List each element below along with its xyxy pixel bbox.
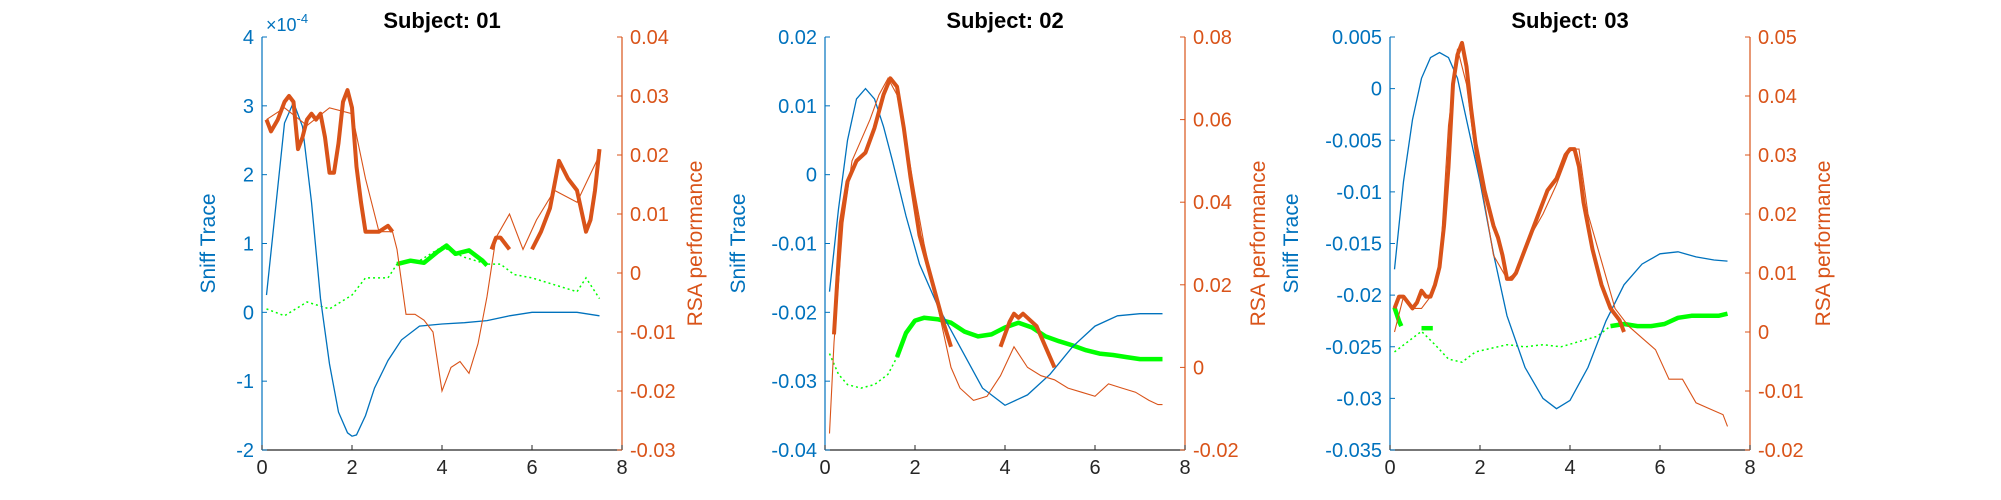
left-tick-label: -0.005 — [1325, 130, 1382, 152]
green-significant-segment — [396, 243, 489, 268]
right-tick-label: 0.04 — [1193, 192, 1232, 214]
axis-exponent-base: ×10 — [266, 15, 297, 35]
green-significant-segment — [894, 315, 1163, 362]
right-tick-label: 0.01 — [630, 204, 669, 226]
left-tick-label: -0.01 — [1336, 182, 1382, 204]
right-tick-label: 0 — [1193, 357, 1204, 379]
subplot-3: Subject: 03 0 2 4 6 8 -0.035 -0.03 -0.025 -0.02 -0… — [1280, 8, 1835, 479]
x-tick-label: 8 — [616, 457, 627, 479]
x-tick-label: 6 — [1654, 457, 1665, 479]
left-tick-label: -0.03 — [1336, 388, 1382, 410]
right-tick-label: -0.03 — [630, 440, 676, 462]
right-tick-label: 0.05 — [1758, 27, 1797, 49]
right-tick-label: 0.06 — [1193, 110, 1232, 132]
left-axis-label: Sniff Trace — [727, 194, 750, 294]
left-axis-label: Sniff Trace — [197, 194, 220, 294]
left-tick-label: 0.02 — [778, 27, 817, 49]
right-tick-label: -0.01 — [630, 322, 676, 344]
axis-exponent-label: ×10-4 — [266, 11, 308, 35]
x-tick-label: 6 — [1089, 457, 1100, 479]
subplot-1: Subject: 01 0 2 4 6 8 -2 -1 0 1 2 3 4 -0.03 -0.02 -0.01… — [197, 8, 707, 479]
left-tick-label: -1 — [236, 371, 254, 393]
right-tick-label: 0 — [630, 263, 641, 285]
left-tick-label: -0.01 — [771, 234, 817, 256]
left-tick-label: 1 — [243, 234, 254, 256]
axis-exponent-power: -4 — [297, 11, 309, 26]
right-axis-label: RSA performance — [1247, 161, 1270, 327]
left-tick-label: -0.025 — [1325, 337, 1382, 359]
left-axis-label: Sniff Trace — [1280, 194, 1303, 294]
x-tick-label: 4 — [999, 457, 1010, 479]
x-tick-label: 4 — [436, 457, 447, 479]
right-tick-label: 0.02 — [630, 145, 669, 167]
green-dotted-line — [1394, 325, 1611, 364]
left-tick-label: 0 — [1371, 79, 1382, 101]
subplot-title: Subject: 01 — [383, 8, 500, 33]
right-axis-label: RSA performance — [1812, 161, 1835, 327]
rsa-significant-segment — [264, 88, 395, 234]
right-tick-label: 0 — [1758, 322, 1769, 344]
left-tick-label: -0.04 — [771, 440, 817, 462]
sniff-trace-line — [1393, 51, 1728, 410]
x-tick-label: 8 — [1744, 457, 1755, 479]
plot-area — [828, 76, 1163, 434]
right-tick-label: 0.08 — [1193, 27, 1232, 49]
left-tick-label: -0.015 — [1325, 234, 1382, 256]
subplot-title: Subject: 02 — [946, 8, 1063, 33]
right-axis-label: RSA performance — [684, 161, 707, 327]
rsa-performance-line — [828, 77, 1163, 434]
plot-area — [264, 88, 602, 437]
right-tick-label: -0.02 — [1758, 440, 1804, 462]
sniff-trace-line — [828, 87, 1163, 407]
left-tick-label: -0.035 — [1325, 440, 1382, 462]
left-tick-label: 0.005 — [1332, 27, 1382, 49]
x-tick-label: 2 — [1474, 457, 1485, 479]
green-dotted-line — [828, 353, 898, 389]
left-tick-label: 0 — [806, 165, 817, 187]
rsa-significant-segment — [1392, 40, 1626, 333]
rsa-significant-segment — [489, 235, 512, 251]
right-tick-label: 0.02 — [1193, 275, 1232, 297]
rsa-significant-segment — [998, 311, 1057, 369]
right-tick-label: -0.01 — [1758, 381, 1804, 403]
x-tick-label: 2 — [909, 457, 920, 479]
rsa-performance-line — [266, 107, 600, 394]
left-tick-label: 2 — [243, 165, 254, 187]
left-tick-label: 0 — [243, 302, 254, 324]
left-tick-label: -0.02 — [771, 302, 817, 324]
right-tick-label: 0.02 — [1758, 204, 1797, 226]
rsa-significant-segment — [530, 148, 602, 251]
right-tick-label: 0.01 — [1758, 263, 1797, 285]
green-significant-segment — [1610, 311, 1729, 329]
x-tick-label: 0 — [256, 457, 267, 479]
x-tick-label: 8 — [1179, 457, 1190, 479]
x-tick-label: 0 — [819, 457, 830, 479]
rsa-significant-segment — [832, 76, 953, 348]
right-tick-label: 0.03 — [1758, 145, 1797, 167]
left-tick-label: 3 — [243, 96, 254, 118]
right-tick-label: -0.02 — [630, 381, 676, 403]
x-tick-label: 2 — [346, 457, 357, 479]
left-tick-label: -0.02 — [1336, 285, 1382, 307]
left-tick-label: -0.03 — [771, 371, 817, 393]
plot-area — [1392, 40, 1729, 427]
x-tick-label: 4 — [1564, 457, 1575, 479]
left-tick-label: 4 — [243, 27, 254, 49]
sniff-trace-line — [265, 100, 600, 437]
right-tick-label: -0.02 — [1193, 440, 1239, 462]
right-tick-label: 0.03 — [630, 86, 669, 108]
right-tick-label: 0.04 — [1758, 86, 1797, 108]
subplot-2: Subject: 02 0 2 4 6 8 -0.04 -0.03 -0.02 -0.01 0 0.0… — [727, 8, 1270, 479]
left-tick-label: 0.01 — [778, 96, 817, 118]
left-tick-label: -2 — [236, 440, 254, 462]
green-significant-segment — [1392, 306, 1404, 328]
x-tick-label: 0 — [1384, 457, 1395, 479]
x-tick-label: 6 — [526, 457, 537, 479]
subplot-title: Subject: 03 — [1511, 8, 1628, 33]
right-tick-label: 0.04 — [630, 27, 669, 49]
